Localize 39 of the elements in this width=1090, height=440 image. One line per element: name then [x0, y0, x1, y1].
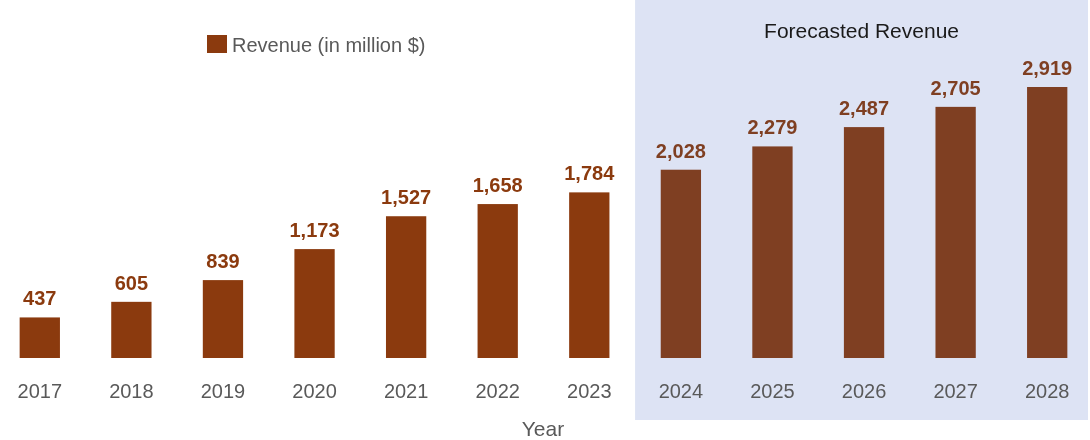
data-label: 1,173 [289, 219, 340, 242]
bar [111, 301, 152, 358]
x-tick-label: 2024 [658, 380, 704, 402]
x-tick-label: 2027 [933, 380, 978, 402]
data-label: 1,658 [472, 174, 523, 197]
x-tick-label: 2026 [841, 380, 887, 402]
data-label: 605 [114, 271, 149, 294]
bar [385, 216, 427, 358]
x-tick-label: 2023 [567, 380, 612, 402]
data-label: 2,487 [839, 97, 890, 120]
data-label: 437 [23, 287, 57, 310]
band-label: Forecasted Revenue [764, 19, 960, 42]
data-label: 2,279 [747, 116, 798, 139]
x-tick-label: 2017 [17, 380, 63, 402]
data-label: 1,784 [564, 162, 616, 185]
legend-label: Revenue (in million $) [232, 34, 426, 56]
data-label: 1,527 [381, 186, 432, 209]
x-tick-label: 2022 [475, 380, 520, 402]
bar [202, 280, 244, 358]
bar [477, 204, 518, 358]
bar [660, 169, 702, 358]
x-axis-title: Year [521, 417, 565, 440]
data-label: 839 [206, 250, 240, 273]
bar [935, 106, 976, 358]
bar [294, 249, 335, 358]
x-tick-label: 2028 [1024, 380, 1070, 402]
data-label: 2,919 [1022, 57, 1073, 79]
data-label: 2,705 [930, 76, 981, 99]
x-tick-label: 2019 [200, 380, 246, 402]
data-label: 2,028 [655, 139, 706, 162]
x-tick-label: 2021 [383, 380, 429, 402]
bar [569, 192, 610, 358]
bar [843, 127, 885, 358]
bar [1027, 87, 1068, 358]
bar [19, 317, 60, 358]
x-tick-label: 2025 [750, 380, 795, 402]
x-tick-label: 2020 [292, 380, 337, 402]
bar [752, 146, 793, 358]
x-tick-label: 2018 [109, 380, 154, 402]
